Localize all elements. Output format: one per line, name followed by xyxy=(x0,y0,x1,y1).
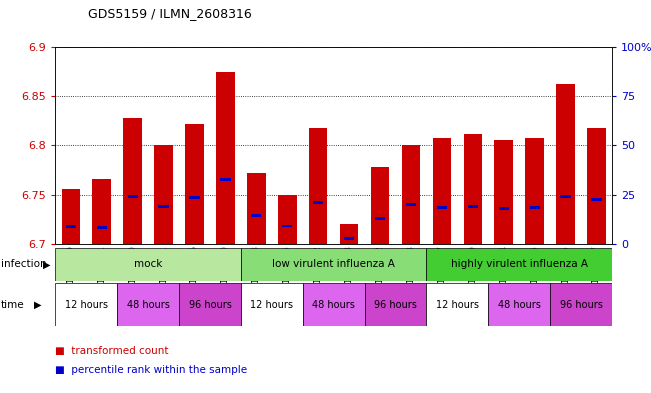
Bar xyxy=(241,248,426,281)
Bar xyxy=(96,226,107,230)
Bar xyxy=(365,283,426,326)
Bar xyxy=(55,283,117,326)
Text: 48 hours: 48 hours xyxy=(312,299,355,310)
Text: time: time xyxy=(1,299,24,310)
Bar xyxy=(529,206,540,209)
Text: 96 hours: 96 hours xyxy=(560,299,602,310)
Bar xyxy=(344,237,354,240)
Bar xyxy=(402,145,420,244)
Text: ■  transformed count: ■ transformed count xyxy=(55,346,169,356)
Bar xyxy=(92,179,111,244)
Bar xyxy=(251,214,262,217)
Text: ▶: ▶ xyxy=(43,259,51,269)
Bar xyxy=(488,283,550,326)
Bar xyxy=(282,224,292,228)
Text: 12 hours: 12 hours xyxy=(64,299,108,310)
Bar xyxy=(179,283,241,326)
Bar xyxy=(189,196,200,199)
Bar xyxy=(375,217,385,220)
Bar xyxy=(499,207,509,210)
Bar xyxy=(340,224,358,244)
Bar xyxy=(309,128,327,244)
Bar xyxy=(185,124,204,244)
Bar xyxy=(591,198,602,201)
Bar xyxy=(426,283,488,326)
Bar xyxy=(467,205,478,208)
Text: 48 hours: 48 hours xyxy=(498,299,540,310)
Bar xyxy=(432,138,451,244)
Bar xyxy=(241,283,303,326)
Bar xyxy=(61,189,80,244)
Text: ▶: ▶ xyxy=(34,299,42,310)
Text: ■  percentile rank within the sample: ■ percentile rank within the sample xyxy=(55,365,247,375)
Bar xyxy=(525,138,544,244)
Bar xyxy=(154,145,173,244)
Bar xyxy=(561,195,571,198)
Text: highly virulent influenza A: highly virulent influenza A xyxy=(450,259,588,269)
Bar xyxy=(556,84,575,244)
Bar xyxy=(117,283,179,326)
Bar xyxy=(426,248,612,281)
Text: 48 hours: 48 hours xyxy=(127,299,169,310)
Bar xyxy=(303,283,365,326)
Bar xyxy=(464,134,482,244)
Bar xyxy=(55,248,241,281)
Bar xyxy=(550,283,612,326)
Bar xyxy=(587,128,605,244)
Bar xyxy=(247,173,266,244)
Text: 96 hours: 96 hours xyxy=(189,299,231,310)
Text: 12 hours: 12 hours xyxy=(250,299,294,310)
Bar xyxy=(124,118,142,244)
Bar xyxy=(66,226,76,228)
Text: 96 hours: 96 hours xyxy=(374,299,417,310)
Text: 12 hours: 12 hours xyxy=(436,299,479,310)
Bar xyxy=(494,140,513,244)
Text: infection: infection xyxy=(1,259,46,269)
Bar xyxy=(216,72,234,244)
Bar xyxy=(406,203,416,206)
Text: mock: mock xyxy=(134,259,162,269)
Bar xyxy=(370,167,389,244)
Text: GDS5159 / ILMN_2608316: GDS5159 / ILMN_2608316 xyxy=(88,7,252,20)
Text: low virulent influenza A: low virulent influenza A xyxy=(272,259,395,269)
Bar xyxy=(220,178,230,181)
Bar xyxy=(158,205,169,208)
Bar xyxy=(278,195,296,244)
Bar xyxy=(313,201,324,204)
Bar xyxy=(437,206,447,209)
Bar xyxy=(128,195,138,198)
